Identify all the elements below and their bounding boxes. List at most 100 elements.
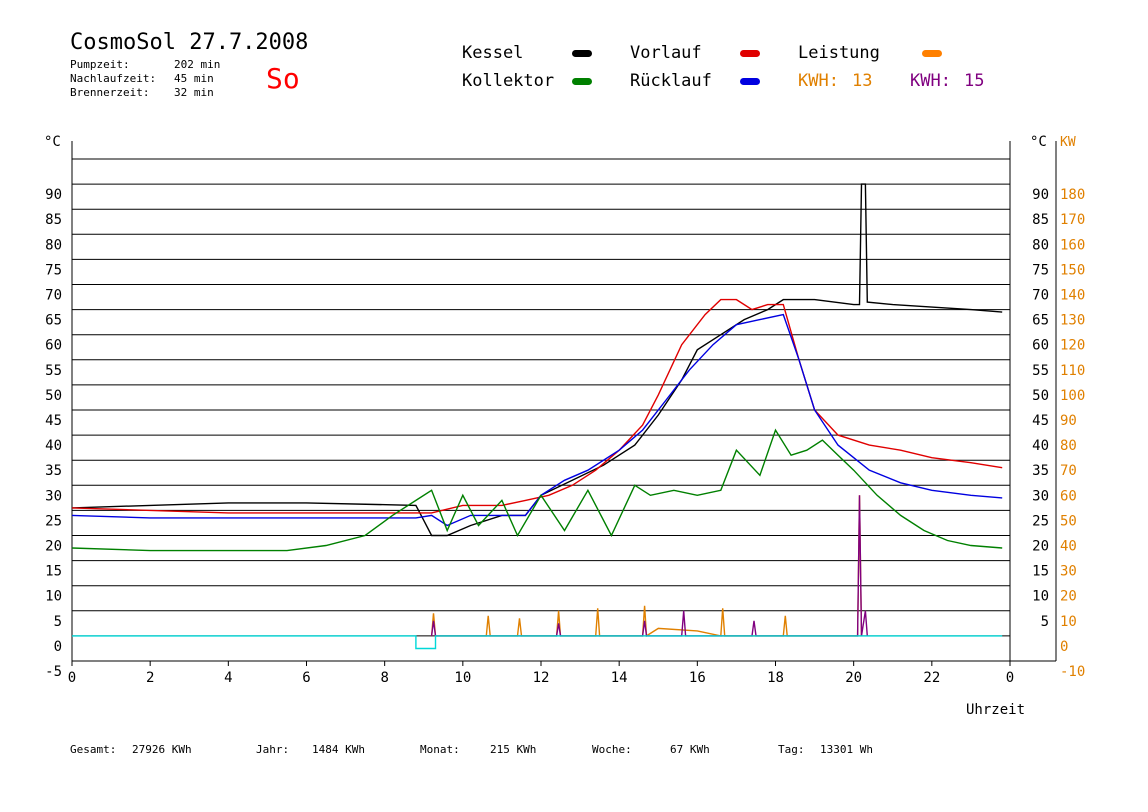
- y-tick-label-left: 90: [45, 187, 62, 203]
- x-tick-label: 14: [611, 670, 628, 686]
- y-tick-label-right: 55: [1032, 363, 1049, 379]
- x-tick-label: 20: [845, 670, 862, 686]
- legend-swatch-kessel: [572, 50, 592, 57]
- x-tick-label: 2: [146, 670, 154, 686]
- legend-label-vorlauf: Vorlauf: [630, 43, 702, 63]
- x-axis-label: Uhrzeit: [966, 702, 1026, 718]
- legend-swatch-leistung: [922, 50, 942, 57]
- y-tick-label-right: 40: [1032, 438, 1049, 454]
- stat-label-nachlaufzeit: Nachlaufzeit:: [70, 72, 157, 85]
- y-tick-label-left: 70: [45, 288, 62, 304]
- y-tick-label-kw: 160: [1060, 237, 1085, 253]
- y-tick-label-kw: 120: [1060, 338, 1085, 354]
- y-tick-label-kw: 130: [1060, 313, 1085, 329]
- y-tick-label-kw: 110: [1060, 363, 1085, 379]
- series-line-rücklauf: [71, 313, 1003, 527]
- y-tick-label-kw: 30: [1060, 564, 1077, 580]
- legend-label-leistung: Leistung: [798, 43, 880, 63]
- y-tick-label-kw: 170: [1060, 212, 1085, 228]
- y-tick-label-left: 10: [45, 589, 62, 605]
- stat-value-brennerzeit: 32 min: [174, 86, 214, 99]
- x-tick-label: 0: [1006, 670, 1014, 686]
- y-tick-label-right: 35: [1032, 463, 1049, 479]
- footer-value-gesamt: 27926 KWh: [132, 743, 192, 756]
- y-tick-label-left: 25: [45, 513, 62, 529]
- y-tick-label-kw: 150: [1060, 262, 1085, 278]
- legend-swatch-kollektor: [572, 78, 592, 85]
- footer-value-tag: 13301 Wh: [820, 743, 873, 756]
- x-tick-label: 22: [923, 670, 940, 686]
- x-tick-label: 0: [68, 670, 76, 686]
- x-tick-label: 16: [689, 670, 706, 686]
- legend-label-kessel: Kessel: [462, 43, 524, 63]
- legend-swatch-ruecklauf: [740, 78, 760, 85]
- legend-kwh1-value: 13: [852, 71, 873, 91]
- y-tick-label-left: 75: [45, 262, 62, 278]
- y-tick-label-right: 45: [1032, 413, 1049, 429]
- legend-kwh2-label: KWH:: [910, 71, 951, 91]
- x-tick-label: 18: [767, 670, 784, 686]
- y-tick-label-right: 75: [1032, 262, 1049, 278]
- y-tick-label-left: 45: [45, 413, 62, 429]
- footer-value-monat: 215 KWh: [490, 743, 537, 756]
- y-tick-label-right: 65: [1032, 313, 1049, 329]
- y-tick-label-kw: 140: [1060, 288, 1085, 304]
- series-line-leistung: [430, 495, 863, 638]
- y-tick-label-right: 20: [1032, 539, 1049, 555]
- y-tick-label-right: 15: [1032, 564, 1049, 580]
- y-tick-label-left: 65: [45, 313, 62, 329]
- y-tick-label-kw: 40: [1060, 539, 1077, 555]
- stat-label-brennerzeit: Brennerzeit:: [70, 86, 150, 99]
- series-line-pumpe: [72, 635, 1003, 650]
- y-tick-label-right: 50: [1032, 388, 1049, 404]
- stat-value-pumpzeit: 202 min: [174, 58, 221, 71]
- y-tick-label-kw: 10: [1060, 614, 1077, 630]
- y-tick-label-right: 10: [1032, 589, 1049, 605]
- y-tick-label-kw: 60: [1060, 488, 1077, 504]
- footer-label-tag: Tag:: [778, 743, 805, 756]
- footer-label-monat: Monat:: [420, 743, 460, 756]
- y-tick-label-right: 5: [1041, 614, 1049, 630]
- y-tick-label-left: 80: [45, 237, 62, 253]
- x-tick-label: 10: [454, 670, 471, 686]
- y-tick-label-kw: 70: [1060, 463, 1077, 479]
- y-unit-label-left: °C: [44, 134, 61, 150]
- series-line-kollektor: [71, 428, 1003, 552]
- page-title: CosmoSol 27.7.2008: [70, 30, 309, 55]
- footer-label-woche: Woche:: [592, 743, 632, 756]
- footer-value-jahr: 1484 KWh: [312, 743, 365, 756]
- x-tick-label: 4: [224, 670, 232, 686]
- y-tick-label-kw: -10: [1060, 664, 1085, 680]
- y-tick-label-left: 60: [45, 338, 62, 354]
- y-tick-label-left: 15: [45, 564, 62, 580]
- x-tick-label: 6: [302, 670, 310, 686]
- x-tick-label: 8: [380, 670, 388, 686]
- y-tick-label-kw: 100: [1060, 388, 1085, 404]
- y-tick-label-right: 30: [1032, 488, 1049, 504]
- stat-value-nachlaufzeit: 45 min: [174, 72, 214, 85]
- y-tick-label-right: 85: [1032, 212, 1049, 228]
- y-tick-label-left: 20: [45, 539, 62, 555]
- y-tick-label-kw: 50: [1060, 513, 1077, 529]
- y-tick-label-kw: 80: [1060, 438, 1077, 454]
- y-tick-label-kw: 20: [1060, 589, 1077, 605]
- y-tick-label-left: 50: [45, 388, 62, 404]
- y-tick-label-left: -5: [45, 664, 62, 680]
- y-tick-label-left: 55: [45, 363, 62, 379]
- legend-label-ruecklauf: Rücklauf: [630, 71, 712, 91]
- y-tick-label-left: 5: [54, 614, 62, 630]
- y-tick-label-kw: 0: [1060, 639, 1068, 655]
- y-unit-label-kw: KW: [1060, 135, 1076, 150]
- y-tick-label-kw: 180: [1060, 187, 1085, 203]
- legend-swatch-vorlauf: [740, 50, 760, 57]
- y-tick-label-right: 80: [1032, 237, 1049, 253]
- legend-label-kollektor: Kollektor: [462, 71, 555, 91]
- y-tick-label-left: 35: [45, 463, 62, 479]
- legend-kwh1-label: KWH:: [798, 71, 839, 91]
- series-line-kessel: [71, 183, 1003, 537]
- series-line-vorlauf: [71, 298, 1003, 514]
- y-tick-label-right: 60: [1032, 338, 1049, 354]
- footer-label-gesamt: Gesamt:: [70, 743, 117, 756]
- footer-label-jahr: Jahr:: [256, 743, 290, 756]
- y-tick-label-kw: 90: [1060, 413, 1077, 429]
